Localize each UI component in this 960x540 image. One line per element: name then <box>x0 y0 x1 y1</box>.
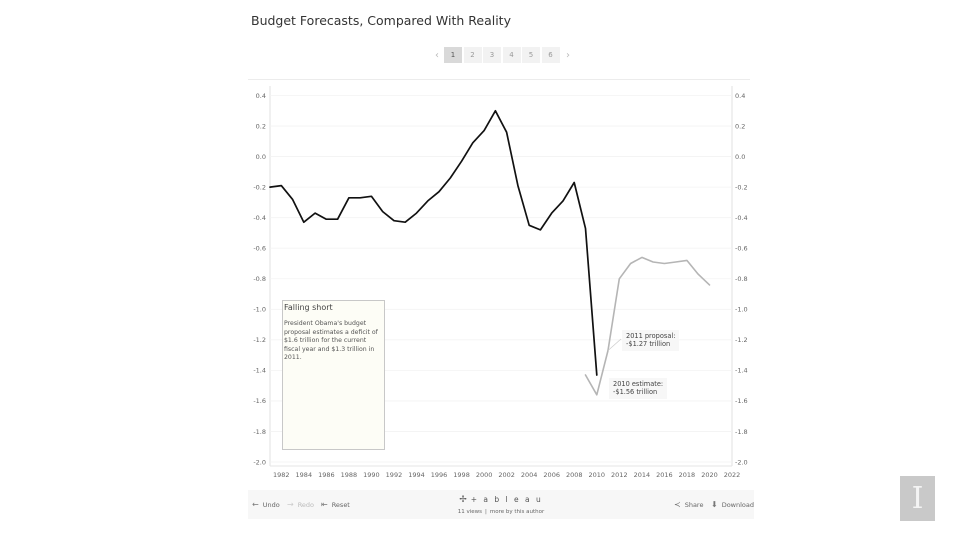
download-button[interactable]: ⬇ Download <box>711 500 754 509</box>
y-tick-label-right: -1.8 <box>735 428 748 436</box>
x-tick-label: 1988 <box>341 471 358 479</box>
x-tick-label: 2008 <box>566 471 583 479</box>
y-tick-label-left: -0.2 <box>253 183 266 191</box>
next-page-icon[interactable]: › <box>566 49 570 61</box>
actual-deficit-line <box>269 109 598 376</box>
y-tick-label-right: -2.0 <box>735 458 748 466</box>
page-title: Budget Forecasts, Compared With Reality <box>251 13 511 28</box>
x-tick-label: 2002 <box>498 471 515 479</box>
more-by-author-link[interactable]: more by this author <box>489 509 545 515</box>
x-tick-label: 2006 <box>543 471 560 479</box>
bookmark-icon[interactable]: I <box>900 476 935 521</box>
callout-label: 2010 estimate: <box>613 380 664 388</box>
reset-icon: ⇤ <box>321 500 328 509</box>
y-tick-label-right: -0.4 <box>735 214 748 222</box>
redo-label: Redo <box>297 500 315 509</box>
x-tick-label: 2018 <box>679 471 696 479</box>
y-tick-label-left: -0.8 <box>253 275 266 283</box>
download-icon: ⬇ <box>711 500 718 509</box>
x-tick-label: 1998 <box>453 471 470 479</box>
y-tick-label-right: -1.0 <box>735 306 748 314</box>
y-tick-label-left: -0.6 <box>253 245 266 253</box>
annotation-body: President Obama's budget proposal estima… <box>284 320 378 362</box>
x-tick-label: 1996 <box>431 471 448 479</box>
x-tick-label: 1990 <box>363 471 380 479</box>
page-button-5[interactable]: 5 <box>522 47 540 63</box>
callout-2011-proposal: 2011 proposal: -$1.27 trillion <box>622 330 680 351</box>
y-tick-label-right: 0.0 <box>735 153 745 161</box>
undo-icon: ← <box>252 500 259 509</box>
x-tick-label: 1992 <box>386 471 403 479</box>
redo-button[interactable]: → Redo <box>287 500 314 509</box>
callout-value: -$1.56 trillion <box>613 388 658 397</box>
y-tick-label-left: -1.0 <box>253 306 266 314</box>
annotation-title: Falling short <box>284 303 333 312</box>
x-tick-label: 1984 <box>296 471 313 479</box>
annotation-box: Falling short President Obama's budget p… <box>282 300 385 450</box>
x-tick-label: 1982 <box>273 471 290 479</box>
callout-value: -$1.27 trillion <box>626 340 671 349</box>
share-button[interactable]: ≺ Share <box>674 500 703 509</box>
page-button-1[interactable]: 1 <box>444 47 462 63</box>
y-tick-label-left: -1.2 <box>253 336 266 344</box>
y-tick-label-right: 0.4 <box>735 92 745 100</box>
undo-button[interactable]: ← Undo <box>252 500 280 509</box>
page-button-6[interactable]: 6 <box>541 47 560 63</box>
y-tick-label-right: -1.4 <box>735 367 748 375</box>
share-label: Share <box>684 500 704 509</box>
redo-icon: → <box>287 500 294 509</box>
callout-leader-line <box>607 338 622 351</box>
y-tick-label-right: -0.2 <box>735 183 748 191</box>
pagination: ‹ 1 2 3 4 5 6 › <box>430 47 575 63</box>
share-icon: ≺ <box>674 500 681 509</box>
x-tick-label: 2014 <box>634 471 651 479</box>
callout-2010-estimate: 2010 estimate: -$1.56 trillion <box>609 378 668 399</box>
tableau-wordmark: + a b l e a u <box>470 495 543 504</box>
x-tick-label: 1994 <box>408 471 425 479</box>
y-tick-label-right: 0.2 <box>735 122 745 130</box>
y-tick-label-left: -2.0 <box>253 458 266 466</box>
download-label: Download <box>721 500 755 509</box>
reset-label: Reset <box>331 500 350 509</box>
page-button-4[interactable]: 4 <box>502 47 521 63</box>
reset-button[interactable]: ⇤ Reset <box>321 500 350 509</box>
y-tick-label-left: -1.4 <box>253 367 266 375</box>
x-tick-label: 1986 <box>318 471 335 479</box>
x-tick-label: 2016 <box>656 471 673 479</box>
viz-frame <box>248 79 750 488</box>
x-tick-label: 2000 <box>476 471 493 479</box>
y-tick-label-left: -1.6 <box>253 397 266 405</box>
view-count: 11 views <box>457 509 482 515</box>
meta-separator: | <box>485 509 487 515</box>
y-tick-label-left: 0.4 <box>256 92 266 100</box>
y-tick-label-left: 0.2 <box>256 122 266 130</box>
y-tick-label-left: -1.8 <box>253 428 266 436</box>
viz-toolbar: ← Undo → Redo ⇤ Reset ✢ + a b l e a u 11 … <box>248 490 754 519</box>
page-button-2[interactable]: 2 <box>463 47 482 63</box>
y-tick-label-right: -1.2 <box>735 336 748 344</box>
y-tick-label-right: -1.6 <box>735 397 748 405</box>
x-tick-label: 2020 <box>701 471 718 479</box>
forecast-deficit-line <box>584 256 711 396</box>
x-tick-label: 2012 <box>611 471 628 479</box>
view-stats: 11 views | more by this author <box>248 509 754 515</box>
x-tick-label: 2004 <box>521 471 538 479</box>
x-tick-label: 2022 <box>724 471 741 479</box>
page-button-3[interactable]: 3 <box>483 47 501 63</box>
y-tick-label-right: -0.8 <box>735 275 748 283</box>
tableau-logo-icon: ✢ <box>459 495 469 505</box>
y-tick-label-right: -0.6 <box>735 245 748 253</box>
y-tick-label-left: 0.0 <box>256 153 266 161</box>
tableau-logo[interactable]: ✢ + a b l e a u <box>248 495 754 505</box>
undo-label: Undo <box>262 500 280 509</box>
prev-page-icon[interactable]: ‹ <box>435 49 439 61</box>
x-tick-label: 2010 <box>589 471 606 479</box>
y-tick-label-left: -0.4 <box>253 214 266 222</box>
callout-label: 2011 proposal: <box>626 332 676 340</box>
